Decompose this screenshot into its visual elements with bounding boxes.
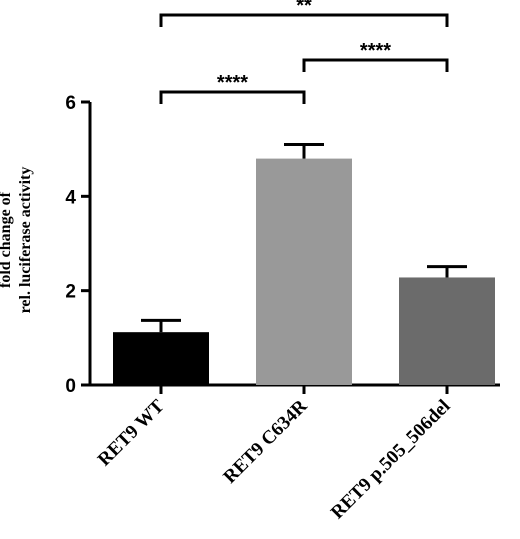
bar xyxy=(399,277,495,385)
significance-bracket xyxy=(302,58,449,72)
y-axis-title-line-1: fold change of xyxy=(0,191,14,288)
y-tick-label: 6 xyxy=(65,93,76,114)
x-category-label: RET9 WT xyxy=(94,395,169,470)
x-category-label: RET9 C634R xyxy=(219,395,311,487)
bar xyxy=(113,332,209,385)
significance-label: **** xyxy=(217,72,248,94)
x-category-label: RET9 p.505_506del xyxy=(327,396,455,524)
y-tick-label: 2 xyxy=(65,282,76,303)
plot-area: 0 2 4 6 RET9 WT RET9 C634R RET9 p.505_506del **… xyxy=(65,0,500,523)
significance-bracket xyxy=(159,90,306,104)
significance-label: ** xyxy=(296,0,312,17)
y-tick-label: 4 xyxy=(65,187,76,208)
significance-bracket xyxy=(159,13,449,27)
y-axis-title-line-2: rel. luciferase activity xyxy=(17,167,34,314)
y-tick-label: 0 xyxy=(65,376,76,397)
significance-label: **** xyxy=(360,40,391,62)
bar xyxy=(256,158,352,385)
y-axis-title: fold change of rel. luciferase activity xyxy=(0,167,34,314)
